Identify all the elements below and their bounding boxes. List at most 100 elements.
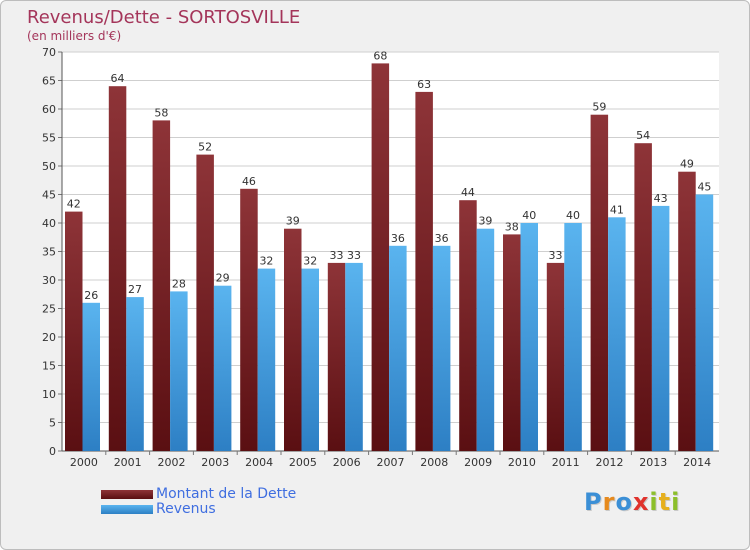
x-tick-label: 2001 <box>114 456 142 469</box>
logo-letter: t <box>658 488 672 516</box>
x-tick-label: 2008 <box>420 456 448 469</box>
data-label-revenus: 27 <box>128 283 142 296</box>
chart-title: Revenus/Dette - SORTOSVILLE <box>27 7 301 28</box>
bar-dette <box>240 188 258 452</box>
data-label-revenus: 32 <box>259 255 273 268</box>
x-tick-label: 2014 <box>683 456 711 469</box>
x-tick-label: 2012 <box>596 456 624 469</box>
y-tick-label: 15 <box>42 360 56 373</box>
x-tick-label: 2004 <box>245 456 273 469</box>
data-label-revenus: 28 <box>172 277 186 290</box>
x-tick-label: 2007 <box>377 456 405 469</box>
bar-revenus <box>695 194 714 451</box>
x-tick-label: 2003 <box>201 456 229 469</box>
data-label-dette: 68 <box>373 49 387 62</box>
logo-letter: o <box>615 488 633 516</box>
logo-letter: i <box>671 488 681 516</box>
logo-letter: x <box>632 488 650 516</box>
y-tick-label: 65 <box>42 75 56 88</box>
bar-dette <box>327 262 346 451</box>
y-tick-label: 10 <box>42 388 56 401</box>
data-label-dette: 59 <box>592 101 606 114</box>
bar-dette <box>590 114 609 451</box>
x-tick-label: 2009 <box>464 456 492 469</box>
y-tick-label: 35 <box>42 246 56 259</box>
data-label-dette: 33 <box>549 249 563 262</box>
bar-dette <box>371 63 390 452</box>
bar-dette <box>503 234 521 451</box>
bar-revenus <box>564 223 582 451</box>
logo-letter: i <box>649 488 659 516</box>
bar-revenus <box>432 245 451 451</box>
chart-subtitle: (en milliers d'€) <box>27 29 122 43</box>
x-tick-label: 2011 <box>552 456 580 469</box>
y-tick-label: 0 <box>49 445 56 458</box>
y-tick-label: 60 <box>42 103 56 116</box>
bar-dette <box>65 211 83 451</box>
bar-revenus <box>213 285 232 451</box>
data-label-dette: 39 <box>286 215 300 228</box>
bar-revenus <box>301 268 319 451</box>
legend-swatch-dette <box>101 490 153 499</box>
bar-revenus <box>608 217 626 451</box>
x-tick-label: 2000 <box>70 456 98 469</box>
x-tick-label: 2013 <box>639 456 667 469</box>
legend-swatch-revenus <box>101 505 153 514</box>
bar-dette <box>459 200 477 451</box>
y-tick-label: 55 <box>42 132 56 145</box>
data-label-dette: 64 <box>111 72 125 85</box>
data-label-revenus: 29 <box>216 272 230 285</box>
data-label-revenus: 32 <box>303 255 317 268</box>
y-tick-label: 20 <box>42 331 56 344</box>
data-label-dette: 49 <box>680 158 694 171</box>
legend-label-dette: Montant de la Dette <box>156 486 297 502</box>
bar-revenus <box>82 302 100 451</box>
data-label-dette: 54 <box>636 129 650 142</box>
data-label-revenus: 36 <box>391 232 405 245</box>
y-tick-label: 25 <box>42 303 56 316</box>
logo-letter: r <box>602 488 616 516</box>
y-tick-label: 70 <box>42 46 56 59</box>
x-tick-label: 2002 <box>158 456 186 469</box>
x-tick-label: 2010 <box>508 456 536 469</box>
proxiti-logo: Proxiti <box>584 488 680 516</box>
y-tick-label: 45 <box>42 189 56 202</box>
data-label-revenus: 36 <box>435 232 449 245</box>
data-label-dette: 38 <box>505 220 519 233</box>
bar-revenus <box>389 245 407 451</box>
bar-dette <box>415 91 433 452</box>
data-label-dette: 58 <box>154 106 168 119</box>
bar-dette <box>108 86 127 451</box>
y-tick-label: 5 <box>49 417 56 430</box>
data-label-dette: 42 <box>67 198 81 211</box>
bar-dette <box>678 171 696 451</box>
x-tick-label: 2005 <box>289 456 317 469</box>
bar-revenus <box>126 297 144 451</box>
bar-revenus <box>651 205 670 451</box>
bar-dette <box>546 262 565 451</box>
logo-letter: P <box>584 488 603 516</box>
y-tick-label: 30 <box>42 274 56 287</box>
data-label-dette: 46 <box>242 175 256 188</box>
data-label-dette: 33 <box>330 249 344 262</box>
data-label-revenus: 39 <box>478 215 492 228</box>
bar-dette <box>284 228 302 451</box>
data-label-revenus: 40 <box>522 209 536 222</box>
bar-dette <box>634 143 652 451</box>
y-tick-label: 50 <box>42 160 56 173</box>
y-tick-label: 40 <box>42 217 56 230</box>
data-label-dette: 63 <box>417 78 431 91</box>
data-label-dette: 44 <box>461 186 475 199</box>
bar-revenus <box>170 291 188 451</box>
data-label-revenus: 40 <box>566 209 580 222</box>
bar-revenus <box>345 262 363 451</box>
x-tick-label: 2006 <box>333 456 361 469</box>
data-label-revenus: 26 <box>84 289 98 302</box>
legend-label-revenus: Revenus <box>156 501 216 517</box>
data-label-revenus: 41 <box>610 203 624 216</box>
bar-dette <box>152 120 171 452</box>
data-label-dette: 52 <box>198 141 212 154</box>
data-label-revenus: 43 <box>654 192 668 205</box>
